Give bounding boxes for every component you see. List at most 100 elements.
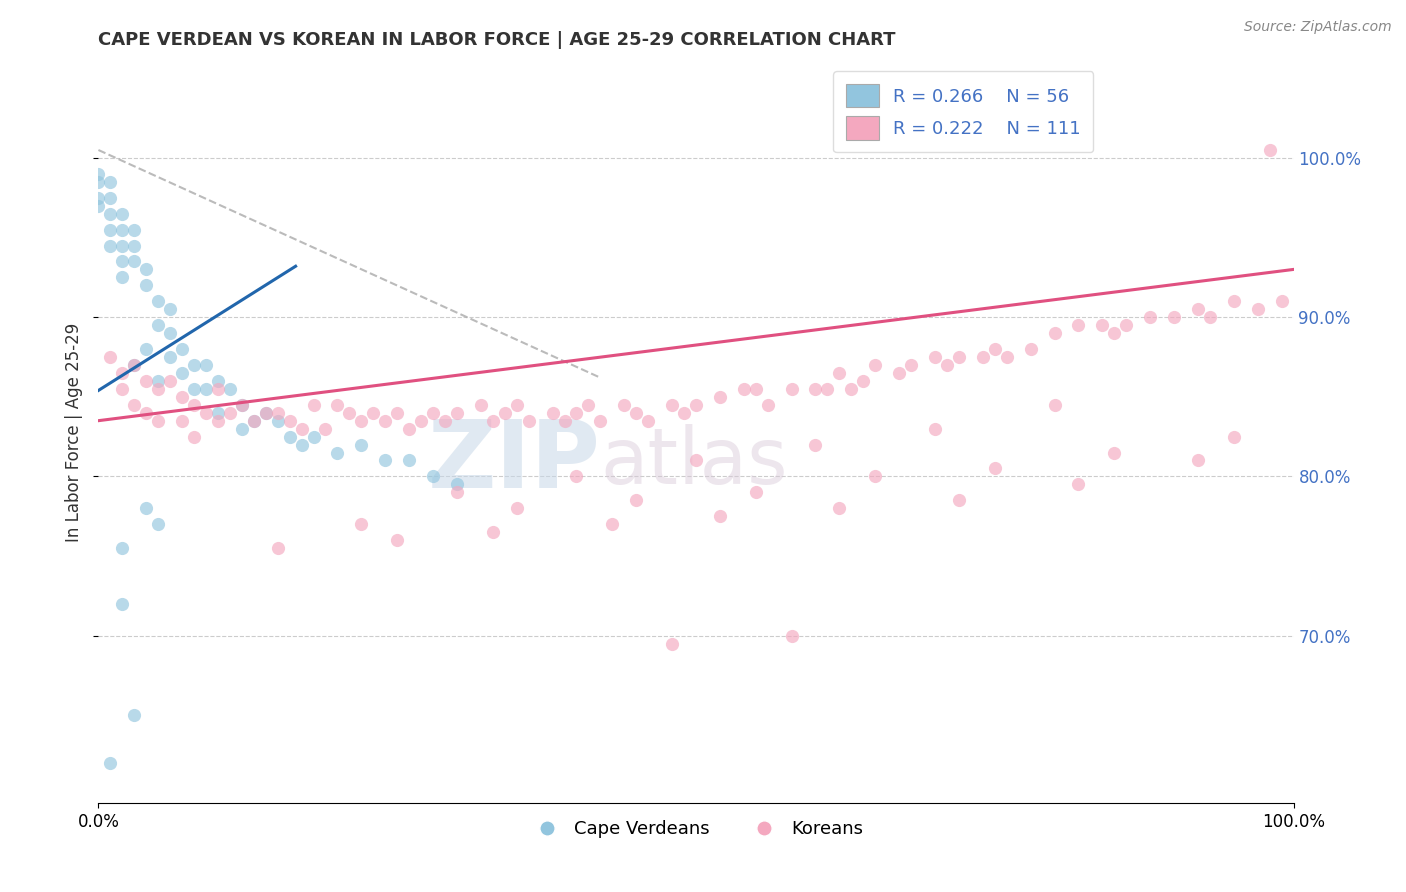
Point bbox=[254, 406, 277, 420]
Point bbox=[506, 398, 529, 412]
Point bbox=[828, 501, 851, 516]
Point bbox=[1104, 326, 1126, 340]
Legend: Cape Verdeans, Koreans: Cape Verdeans, Koreans bbox=[522, 814, 870, 846]
Point bbox=[135, 262, 157, 277]
Point bbox=[195, 382, 218, 396]
Y-axis label: In Labor Force | Age 25-29: In Labor Force | Age 25-29 bbox=[65, 323, 83, 542]
Point bbox=[183, 429, 205, 443]
Point bbox=[124, 358, 146, 372]
Point bbox=[984, 461, 1007, 475]
Point bbox=[207, 414, 229, 428]
Point bbox=[326, 398, 349, 412]
Point bbox=[398, 422, 420, 436]
Point bbox=[756, 398, 779, 412]
Point bbox=[207, 374, 229, 388]
Point bbox=[243, 414, 266, 428]
Point bbox=[172, 390, 194, 404]
Point bbox=[434, 414, 457, 428]
Point bbox=[159, 374, 181, 388]
Point bbox=[984, 342, 1007, 356]
Point bbox=[709, 509, 731, 524]
Point bbox=[87, 191, 110, 205]
Point bbox=[481, 414, 505, 428]
Point bbox=[446, 485, 468, 500]
Point bbox=[111, 382, 134, 396]
Point bbox=[98, 350, 122, 364]
Point bbox=[195, 358, 218, 372]
Point bbox=[804, 382, 827, 396]
Point bbox=[302, 398, 325, 412]
Point bbox=[87, 199, 110, 213]
Point bbox=[172, 366, 194, 380]
Point bbox=[124, 254, 146, 268]
Point bbox=[98, 175, 122, 189]
Point bbox=[302, 429, 325, 443]
Point bbox=[207, 406, 229, 420]
Point bbox=[124, 238, 146, 252]
Text: CAPE VERDEAN VS KOREAN IN LABOR FORCE | AGE 25-29 CORRELATION CHART: CAPE VERDEAN VS KOREAN IN LABOR FORCE | … bbox=[98, 31, 896, 49]
Point bbox=[148, 382, 170, 396]
Point bbox=[231, 398, 253, 412]
Point bbox=[124, 222, 146, 236]
Point bbox=[124, 708, 146, 723]
Point bbox=[1067, 477, 1090, 491]
Point bbox=[350, 517, 373, 532]
Point bbox=[124, 398, 146, 412]
Point bbox=[326, 445, 349, 459]
Point bbox=[1043, 326, 1066, 340]
Point bbox=[565, 406, 588, 420]
Point bbox=[517, 414, 540, 428]
Point bbox=[541, 406, 564, 420]
Point bbox=[87, 167, 110, 181]
Point bbox=[661, 398, 683, 412]
Point bbox=[446, 406, 468, 420]
Point bbox=[1223, 294, 1246, 309]
Point bbox=[661, 637, 683, 651]
Point bbox=[111, 238, 134, 252]
Point bbox=[1258, 143, 1281, 157]
Point bbox=[148, 374, 170, 388]
Point bbox=[148, 318, 170, 333]
Point bbox=[111, 254, 134, 268]
Point bbox=[924, 350, 946, 364]
Text: atlas: atlas bbox=[600, 425, 787, 500]
Point bbox=[948, 493, 970, 508]
Point bbox=[446, 477, 468, 491]
Point bbox=[745, 382, 768, 396]
Point bbox=[267, 541, 290, 555]
Point bbox=[1271, 294, 1294, 309]
Point bbox=[195, 406, 218, 420]
Point bbox=[494, 406, 516, 420]
Point bbox=[231, 422, 253, 436]
Point bbox=[470, 398, 492, 412]
Point bbox=[124, 358, 146, 372]
Point bbox=[804, 437, 827, 451]
Point bbox=[673, 406, 696, 420]
Point bbox=[339, 406, 361, 420]
Point bbox=[578, 398, 600, 412]
Point bbox=[613, 398, 636, 412]
Point bbox=[948, 350, 970, 364]
Point bbox=[135, 374, 157, 388]
Point bbox=[422, 406, 444, 420]
Point bbox=[422, 469, 444, 483]
Point bbox=[172, 342, 194, 356]
Point bbox=[219, 406, 242, 420]
Point bbox=[254, 406, 277, 420]
Point bbox=[589, 414, 612, 428]
Point bbox=[111, 270, 134, 285]
Point bbox=[411, 414, 433, 428]
Point bbox=[852, 374, 875, 388]
Point bbox=[709, 390, 731, 404]
Point bbox=[1115, 318, 1137, 333]
Point bbox=[374, 453, 396, 467]
Point bbox=[780, 382, 803, 396]
Point bbox=[148, 294, 170, 309]
Point bbox=[98, 756, 122, 770]
Point bbox=[135, 342, 157, 356]
Point bbox=[183, 398, 205, 412]
Point bbox=[231, 398, 253, 412]
Point bbox=[350, 437, 373, 451]
Point bbox=[1139, 310, 1161, 325]
Text: ZIP: ZIP bbox=[427, 417, 600, 508]
